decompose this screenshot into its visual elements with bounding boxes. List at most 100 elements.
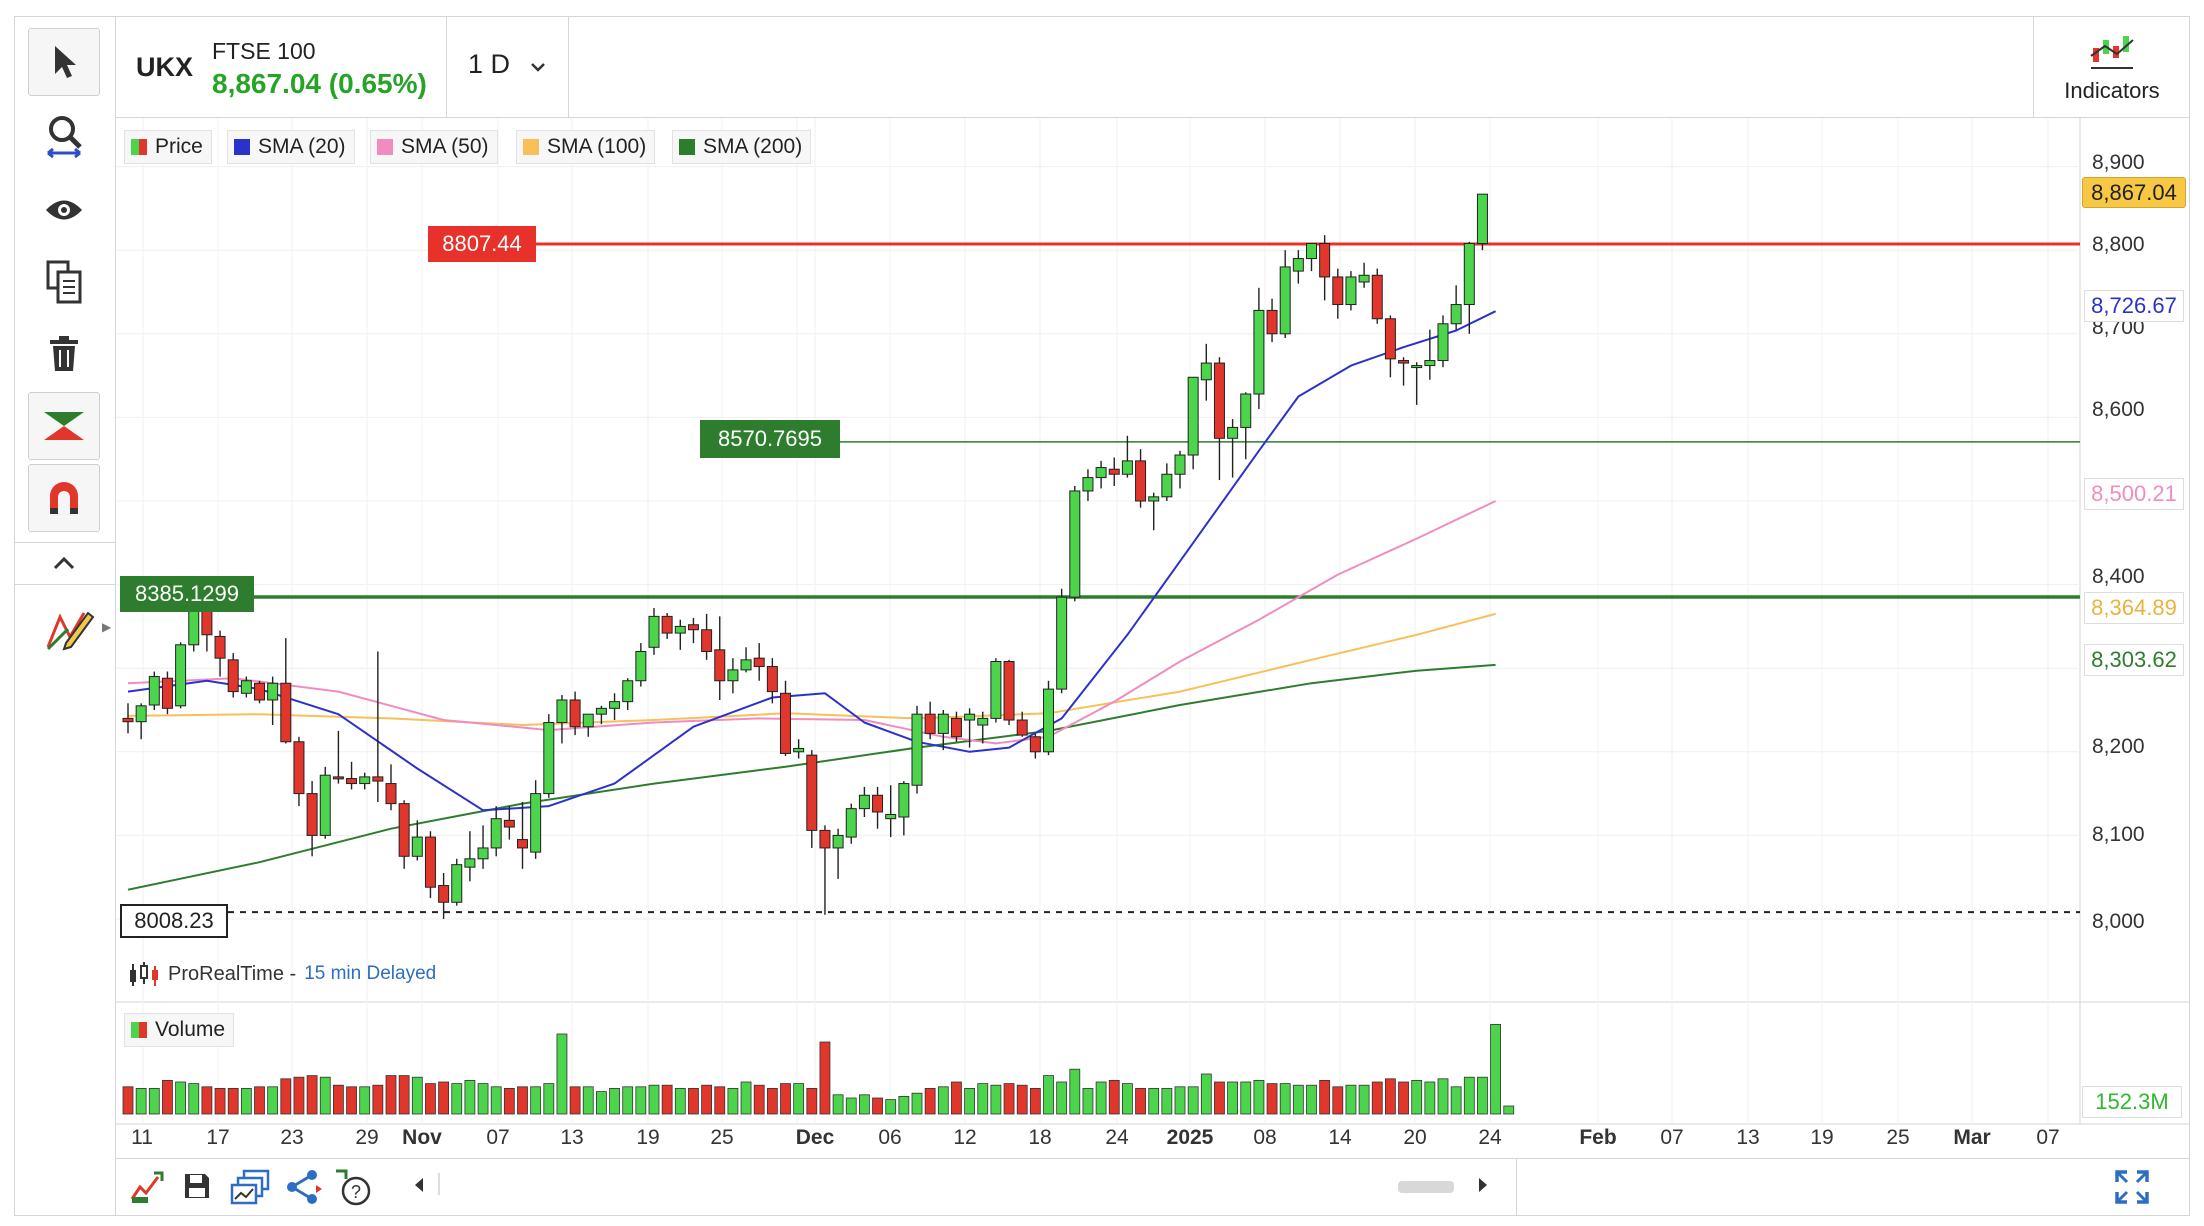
- candle[interactable]: [1371, 268, 1383, 324]
- candle[interactable]: [267, 676, 279, 726]
- candle[interactable]: [885, 785, 897, 838]
- candle[interactable]: [595, 705, 607, 725]
- candle[interactable]: [727, 658, 739, 694]
- candle[interactable]: [1135, 449, 1147, 508]
- candle[interactable]: [464, 831, 476, 882]
- candle[interactable]: [1358, 262, 1370, 288]
- candle[interactable]: [1161, 463, 1173, 501]
- candle[interactable]: [372, 651, 384, 802]
- candle[interactable]: [1306, 243, 1317, 272]
- candle[interactable]: [543, 714, 555, 798]
- candle[interactable]: [306, 781, 318, 857]
- fullscreen-button[interactable]: [2114, 1169, 2150, 1210]
- candle[interactable]: [1016, 711, 1028, 737]
- candle[interactable]: [1043, 680, 1054, 756]
- legend-sma20[interactable]: SMA (20): [227, 130, 355, 164]
- candle[interactable]: [1279, 250, 1291, 338]
- copy-tool-button[interactable]: [28, 248, 100, 316]
- candle[interactable]: [1174, 450, 1186, 489]
- candle[interactable]: [254, 680, 265, 704]
- save-button[interactable]: [182, 1171, 212, 1206]
- drawing-tools-button[interactable]: [34, 594, 106, 662]
- candle[interactable]: [1319, 235, 1331, 301]
- candle[interactable]: [766, 658, 778, 704]
- scroll-right-button[interactable]: [1476, 1175, 1490, 1200]
- candle[interactable]: [175, 642, 187, 709]
- candle[interactable]: [872, 786, 884, 829]
- candle[interactable]: [1108, 457, 1120, 486]
- candle[interactable]: [1029, 733, 1041, 759]
- candle[interactable]: [1121, 435, 1133, 478]
- level-badge-low[interactable]: 8008.23: [120, 904, 228, 938]
- candle[interactable]: [517, 801, 528, 869]
- candle[interactable]: [1200, 343, 1212, 401]
- pointer-tool-button[interactable]: [28, 28, 100, 96]
- candle[interactable]: [1187, 376, 1199, 470]
- legend-price[interactable]: Price: [124, 130, 212, 164]
- candle[interactable]: [556, 694, 568, 744]
- multi-chart-button[interactable]: [230, 1167, 272, 1212]
- level-badge-mid[interactable]: 8570.7695: [700, 420, 840, 458]
- candle[interactable]: [806, 750, 818, 848]
- candle[interactable]: [359, 772, 371, 790]
- trend-tool-button[interactable]: [28, 392, 100, 460]
- magnet-tool-button[interactable]: [28, 464, 100, 532]
- candle[interactable]: [648, 608, 660, 655]
- candle[interactable]: [819, 825, 831, 915]
- candle[interactable]: [1437, 315, 1449, 368]
- candle[interactable]: [1476, 193, 1488, 251]
- timeframe-select[interactable]: 1 D: [468, 49, 546, 80]
- save-layout-button[interactable]: [128, 1169, 164, 1210]
- scroll-left-button[interactable]: [412, 1175, 426, 1200]
- expand-caret-icon[interactable]: ▶: [102, 620, 112, 634]
- scrollbar-thumb[interactable]: [1398, 1181, 1454, 1193]
- candle[interactable]: [503, 806, 515, 840]
- collapse-toolbar-button[interactable]: [28, 543, 100, 583]
- candle[interactable]: [477, 825, 489, 869]
- candle[interactable]: [1398, 357, 1410, 386]
- candle[interactable]: [950, 711, 962, 742]
- candle[interactable]: [1069, 485, 1081, 602]
- candle[interactable]: [1095, 460, 1107, 489]
- share-button[interactable]: [284, 1167, 324, 1212]
- candle[interactable]: [937, 710, 949, 751]
- candle[interactable]: [674, 619, 686, 650]
- candle[interactable]: [753, 643, 765, 681]
- candle[interactable]: [346, 761, 358, 790]
- candle[interactable]: [1332, 268, 1344, 319]
- candle[interactable]: [701, 613, 713, 660]
- candle[interactable]: [1292, 250, 1304, 284]
- candle[interactable]: [385, 764, 397, 811]
- candle[interactable]: [530, 780, 542, 859]
- candle[interactable]: [622, 678, 634, 710]
- candle[interactable]: [780, 680, 791, 756]
- help-button[interactable]: ?: [334, 1167, 374, 1212]
- candle[interactable]: [1266, 298, 1278, 343]
- candle[interactable]: [451, 858, 463, 906]
- candle[interactable]: [687, 618, 699, 644]
- candle[interactable]: [1450, 285, 1462, 330]
- candle[interactable]: [1003, 659, 1015, 726]
- candle[interactable]: [1345, 271, 1357, 311]
- candle[interactable]: [714, 616, 726, 700]
- legend-sma200[interactable]: SMA (200): [672, 130, 812, 164]
- zoom-tool-button[interactable]: [28, 102, 100, 170]
- candle[interactable]: [911, 705, 923, 794]
- legend-sma100[interactable]: SMA (100): [516, 130, 656, 164]
- candle[interactable]: [122, 703, 134, 734]
- candle[interactable]: [858, 786, 870, 818]
- candle[interactable]: [319, 766, 331, 839]
- candle[interactable]: [832, 828, 844, 879]
- candle[interactable]: [1082, 469, 1094, 501]
- candle[interactable]: [1411, 362, 1423, 405]
- candle[interactable]: [898, 781, 910, 836]
- candle[interactable]: [740, 647, 752, 673]
- candle[interactable]: [609, 693, 621, 721]
- candle[interactable]: [424, 831, 436, 899]
- legend-volume[interactable]: Volume: [124, 1013, 235, 1047]
- candle[interactable]: [161, 671, 173, 715]
- candle[interactable]: [924, 701, 936, 740]
- candle[interactable]: [1148, 492, 1160, 531]
- candle[interactable]: [293, 736, 305, 807]
